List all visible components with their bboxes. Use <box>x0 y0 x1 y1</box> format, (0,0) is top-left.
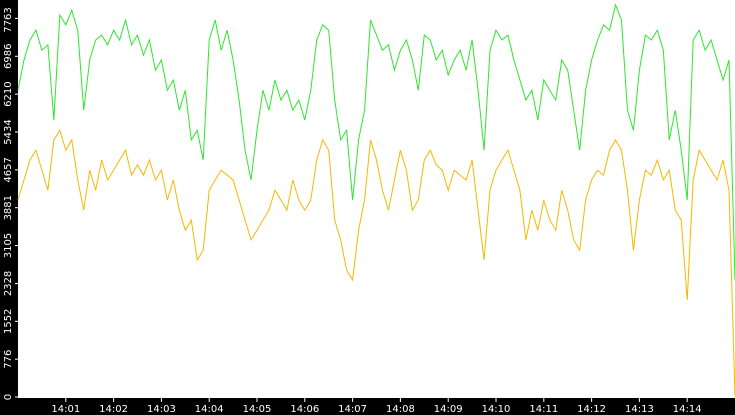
y-tick-label: 4657 <box>3 157 14 182</box>
x-tick-label: 14:09 <box>434 404 463 415</box>
y-tick-label: 7763 <box>3 7 14 32</box>
y-tick-label: 3105 <box>3 233 14 258</box>
x-tick-label: 14:02 <box>99 404 128 415</box>
x-tick-label: 14:12 <box>577 404 606 415</box>
x-tick-label: 14:10 <box>482 404 511 415</box>
y-tick-label: 776 <box>3 350 14 369</box>
y-tick-label: 0 <box>3 394 14 400</box>
y-tick-label: 3881 <box>3 195 14 220</box>
series-line <box>17 3 735 280</box>
x-tick-label: 14:01 <box>51 404 80 415</box>
x-tick-label: 14:08 <box>386 404 415 415</box>
y-tick-label: 6986 <box>3 44 14 69</box>
x-tick-label: 14:14 <box>673 404 702 415</box>
y-tick-label: 6210 <box>3 81 14 106</box>
y-tick-label: 5434 <box>3 119 14 144</box>
y-tick-label: 1552 <box>3 309 14 334</box>
x-tick-label: 14:04 <box>195 404 224 415</box>
x-tick-label: 14:06 <box>290 404 319 415</box>
x-tick-label: 14:05 <box>243 404 272 415</box>
x-tick-label: 14:11 <box>529 404 558 415</box>
series-line <box>17 129 735 398</box>
x-tick-label: 14:07 <box>338 404 367 415</box>
plot-area <box>18 0 735 398</box>
x-tick-label: 14:03 <box>147 404 176 415</box>
x-tick-label: 14:13 <box>625 404 654 415</box>
y-tick-label: 2328 <box>3 271 14 296</box>
